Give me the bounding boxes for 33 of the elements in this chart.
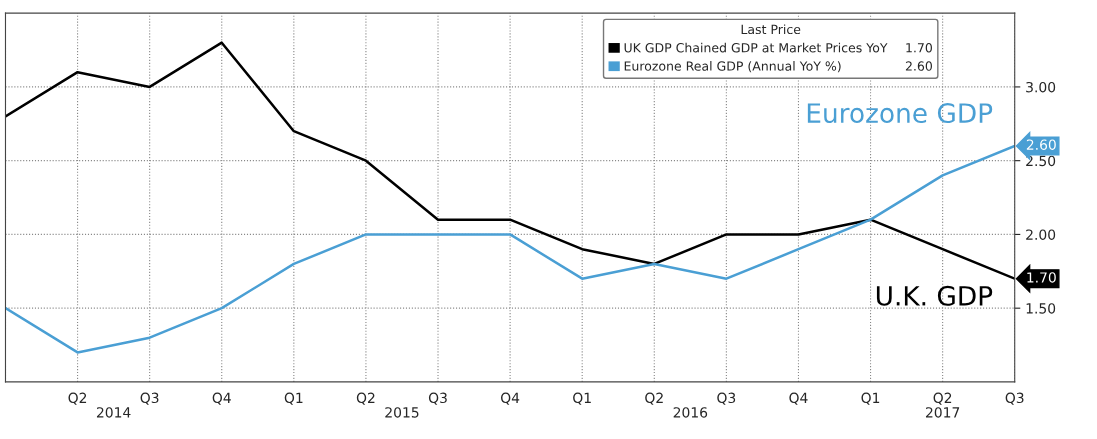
legend-title: Last Price (741, 24, 801, 35)
x-tick-label: Q2 (356, 392, 375, 405)
legend-label: UK GDP Chained GDP at Market Prices YoY (624, 42, 888, 53)
y-tick-label: 2.50 (1026, 155, 1056, 167)
text: 1.70 (906, 42, 932, 53)
x-tick-label: Q1 (284, 392, 303, 405)
text: 2016 (673, 407, 708, 418)
annotation: U.K. GDP (876, 285, 993, 306)
x-tick-label: Q2 (933, 392, 952, 405)
x-tick-label: Q1 (861, 392, 880, 405)
x-tick-label: Q3 (1005, 392, 1024, 405)
y-tick-label: 3.00 (1026, 81, 1056, 93)
text: 2017 (925, 407, 960, 418)
line-series (5, 41, 1015, 280)
x-tick-label: Q4 (789, 392, 808, 405)
x-tick-label: Q3 (428, 392, 447, 405)
data-label: 1.70 (1027, 272, 1056, 283)
line-series (5, 144, 1015, 354)
x-tick-label: Q2 (68, 392, 87, 405)
x-tick-label: Q2 (645, 392, 663, 405)
x-tick-label: Q3 (140, 392, 159, 405)
annotation: Eurozone GDP (807, 103, 993, 124)
text: 2.60 (905, 61, 932, 71)
x-tick-label: Q4 (501, 392, 520, 405)
y-tick-label: 2.00 (1026, 229, 1056, 240)
x-tick-label: Q4 (212, 392, 231, 405)
x-tick-label: Q1 (573, 392, 591, 405)
legend-label: Eurozone Real GDP (Annual YoY %) (624, 61, 841, 73)
text: 2015 (385, 407, 419, 418)
data-label: 2.60 (1026, 139, 1056, 150)
x-tick-label: Q3 (717, 392, 736, 405)
text: 2014 (96, 407, 131, 418)
y-tick-label: 1.50 (1026, 303, 1056, 314)
